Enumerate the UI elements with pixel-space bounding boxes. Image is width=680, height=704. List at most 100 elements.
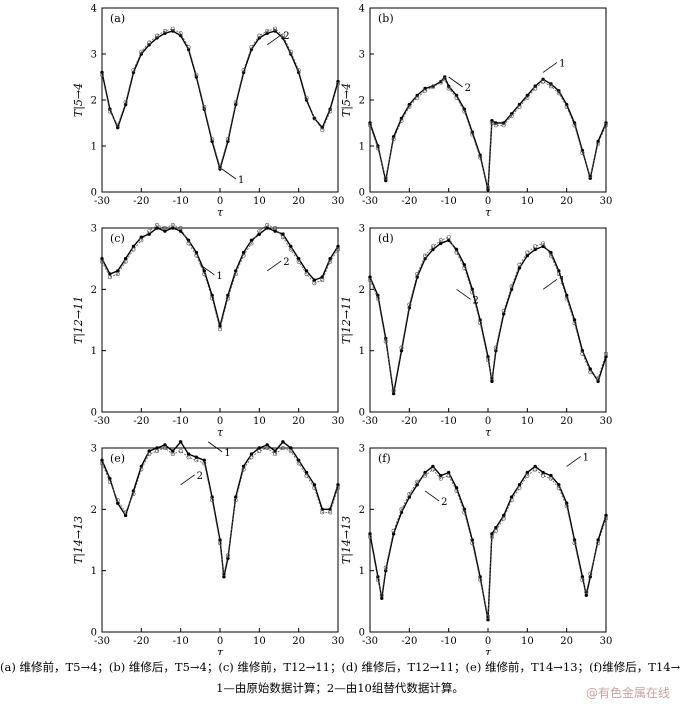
series-2-point [115, 498, 120, 503]
series-1-point [525, 253, 530, 258]
x-tick-label: 10 [253, 636, 266, 647]
series-1-point [100, 458, 104, 462]
series-1-point [486, 618, 490, 622]
x-tick-label: 0 [217, 196, 223, 207]
annotation-leader [448, 76, 463, 88]
series-line-1 [369, 465, 607, 620]
x-tick-label: 30 [332, 636, 345, 647]
series-1-point [171, 226, 175, 230]
series-2-point [438, 238, 443, 243]
series-2-point [218, 541, 223, 546]
series-2-point [147, 452, 152, 457]
y-tick-label: 3 [91, 444, 97, 455]
series-2-point [478, 321, 483, 326]
x-tick-label: -20 [401, 416, 417, 427]
series-1-point [517, 483, 522, 487]
series-1-point [194, 455, 199, 459]
y-axis-label: T|14→13 [72, 516, 86, 564]
series-2-point [249, 45, 254, 50]
series-1-point [186, 238, 191, 242]
annotation-label: 1 [216, 271, 222, 282]
series-2-point [304, 95, 309, 100]
series-line-1 [101, 30, 339, 172]
series-1-point [490, 379, 494, 384]
y-tick-label: 1 [91, 566, 97, 577]
x-tick-label: -20 [133, 416, 149, 427]
annotation-label: 2 [283, 31, 289, 42]
series-2-point [462, 265, 467, 270]
series-2-point [603, 123, 608, 128]
annotation-leader [456, 289, 471, 300]
series-2-point [430, 85, 435, 90]
x-tick-label: -20 [401, 636, 417, 647]
y-tick-label: 1 [91, 346, 97, 357]
x-tick-label: -30 [94, 636, 110, 647]
series-2-point [147, 229, 152, 234]
caption-line-1: (a) 维修前，T5→4；(b) 维修后，T5→4；(c) 维修前，T12→11… [0, 660, 680, 674]
series-2-point [596, 141, 601, 146]
series-2-point [375, 146, 380, 151]
x-tick-label: 0 [217, 636, 223, 647]
series-2-point [257, 229, 262, 234]
x-tick-label: 0 [485, 636, 491, 647]
series-2-point [123, 100, 128, 105]
series-1-point [439, 241, 443, 246]
series-1-point [304, 470, 309, 475]
x-tick-label: 10 [253, 196, 266, 207]
series-1-point [533, 464, 537, 469]
y-axis-label: T|12→11 [340, 296, 354, 344]
series-2-point [584, 590, 589, 595]
annotation-label: 2 [441, 497, 447, 508]
series-2-point [194, 458, 199, 463]
series-2-point [485, 614, 490, 619]
annotation-label: 1 [559, 58, 565, 69]
series-2-point [304, 271, 309, 276]
series-1-point [265, 443, 269, 447]
series-2-point [241, 467, 246, 472]
y-tick-label: 0 [91, 628, 97, 639]
series-2-point [548, 253, 553, 258]
y-tick-label: 0 [91, 408, 97, 419]
plot-frame [101, 7, 339, 193]
series-line-2 [369, 236, 607, 391]
series-1-point [312, 483, 317, 487]
series-2-point [210, 137, 215, 142]
y-tick-label: 2 [359, 96, 365, 107]
x-tick-label: 0 [485, 196, 491, 207]
annotation-leader [266, 260, 282, 272]
y-tick-label: 0 [359, 628, 365, 639]
series-1-point [273, 229, 277, 233]
series-2-point [564, 104, 569, 109]
y-tick-label: 3 [359, 50, 365, 61]
series-2-point [454, 250, 459, 255]
series-2-point [280, 235, 285, 240]
series-1-point [399, 510, 404, 515]
series-2-point [501, 123, 506, 128]
series-1-point [202, 269, 206, 273]
y-tick-label: 3 [359, 444, 365, 455]
series-1-point [415, 483, 419, 487]
series-1-point [368, 275, 372, 279]
x-tick-label: -10 [441, 636, 457, 647]
series-1-point [281, 440, 285, 444]
series-2-point [288, 449, 293, 454]
annotation-label: 2 [465, 83, 471, 94]
series-2-point [155, 449, 160, 454]
series-2-point [225, 137, 230, 142]
x-tick-label: 10 [521, 416, 534, 427]
annotation-leader [566, 456, 581, 467]
series-2-point [312, 281, 317, 286]
series-line-1 [369, 75, 607, 190]
series-2-point [407, 104, 412, 109]
series-2-point [493, 345, 498, 350]
series-line-2 [369, 468, 607, 617]
series-1-point [336, 244, 340, 249]
x-tick-label: 30 [600, 196, 613, 207]
series-2-point [509, 498, 514, 503]
series-2-point [328, 109, 333, 114]
series-1-point [155, 446, 159, 450]
series-2-point [446, 235, 451, 240]
series-2-point [194, 72, 199, 77]
x-tick-label: 20 [560, 196, 573, 207]
series-1-point [328, 256, 332, 261]
